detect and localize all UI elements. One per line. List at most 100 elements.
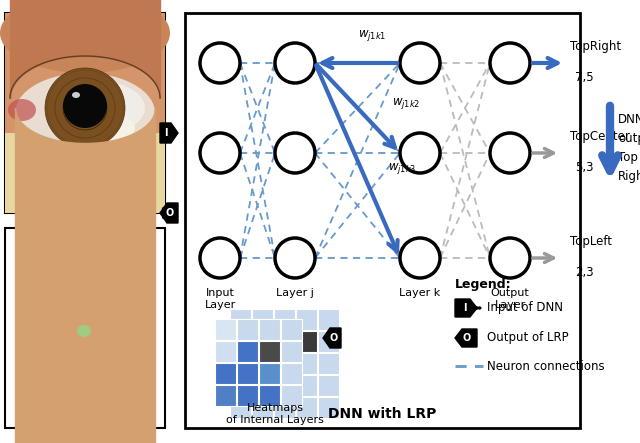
Ellipse shape	[69, 324, 91, 342]
Bar	[274, 375, 295, 396]
Bar	[296, 397, 317, 418]
Bar	[259, 319, 280, 340]
Bar	[252, 331, 273, 352]
Text: I: I	[164, 128, 168, 138]
Text: Layer j: Layer j	[276, 288, 314, 298]
Circle shape	[200, 238, 240, 278]
Bar	[215, 319, 236, 340]
Bar	[274, 353, 295, 374]
Text: 2,3: 2,3	[575, 266, 594, 279]
Bar	[296, 375, 317, 396]
Text: Legend:: Legend:	[455, 278, 511, 291]
FancyBboxPatch shape	[5, 133, 165, 213]
Bar	[296, 309, 317, 330]
Bar	[252, 309, 273, 330]
Text: I: I	[463, 303, 467, 313]
Text: Image to Classify: Image to Classify	[37, 10, 133, 20]
Bar	[259, 341, 280, 362]
Bar	[230, 353, 251, 374]
Bar	[274, 397, 295, 418]
Text: $w_{j1k2}$: $w_{j1k2}$	[392, 96, 421, 110]
Polygon shape	[160, 123, 178, 143]
Polygon shape	[455, 299, 477, 317]
Text: 7,5: 7,5	[575, 71, 594, 84]
Text: O: O	[330, 333, 338, 343]
Bar	[230, 397, 251, 418]
Bar	[252, 353, 273, 374]
Text: Layer k: Layer k	[399, 288, 440, 298]
Bar	[296, 331, 317, 352]
Bar	[215, 363, 236, 384]
Bar	[252, 375, 273, 396]
Circle shape	[490, 133, 530, 173]
FancyBboxPatch shape	[185, 13, 580, 428]
Text: O: O	[463, 333, 471, 343]
Text: DNN with LRP: DNN with LRP	[328, 407, 436, 421]
Bar	[281, 341, 302, 362]
Polygon shape	[323, 328, 341, 348]
Bar	[215, 385, 236, 406]
Bar	[318, 375, 339, 396]
Bar	[237, 319, 258, 340]
Text: Output of LRP: Output of LRP	[487, 331, 568, 345]
Text: TopCenter: TopCenter	[570, 130, 630, 143]
Circle shape	[275, 238, 315, 278]
Text: O: O	[166, 208, 174, 218]
Text: 5,3: 5,3	[575, 161, 593, 174]
Circle shape	[200, 133, 240, 173]
Ellipse shape	[8, 99, 36, 121]
Circle shape	[200, 43, 240, 83]
Ellipse shape	[45, 81, 145, 136]
FancyBboxPatch shape	[5, 228, 165, 428]
Bar	[237, 363, 258, 384]
Circle shape	[63, 84, 107, 128]
Circle shape	[400, 43, 440, 83]
Bar	[281, 319, 302, 340]
Circle shape	[400, 133, 440, 173]
Bar	[318, 331, 339, 352]
Circle shape	[275, 133, 315, 173]
Bar	[259, 385, 280, 406]
Bar	[230, 331, 251, 352]
Bar	[274, 331, 295, 352]
Text: Input of DNN: Input of DNN	[487, 302, 563, 315]
Text: TopRight: TopRight	[570, 40, 621, 53]
Circle shape	[490, 238, 530, 278]
Text: Heatmaps
of Internal Layers: Heatmaps of Internal Layers	[226, 404, 324, 425]
Bar	[318, 309, 339, 330]
Bar	[318, 397, 339, 418]
Circle shape	[490, 43, 530, 83]
Polygon shape	[455, 329, 477, 347]
Ellipse shape	[72, 92, 80, 98]
Ellipse shape	[15, 73, 155, 153]
Bar	[237, 385, 258, 406]
Text: $w_{j1k1}$: $w_{j1k1}$	[358, 28, 387, 43]
Bar	[237, 341, 258, 362]
FancyBboxPatch shape	[5, 13, 165, 213]
Text: Heatmap of Input Layer: Heatmap of Input Layer	[19, 425, 151, 435]
Bar	[230, 309, 251, 330]
Bar	[281, 385, 302, 406]
Circle shape	[400, 238, 440, 278]
Text: TopLeft: TopLeft	[570, 235, 612, 248]
FancyBboxPatch shape	[5, 13, 165, 213]
Ellipse shape	[60, 315, 100, 350]
Bar	[230, 375, 251, 396]
Bar	[215, 341, 236, 362]
Ellipse shape	[75, 113, 135, 143]
Text: Neuron connections: Neuron connections	[487, 360, 605, 373]
Circle shape	[45, 68, 125, 148]
Text: DNN
output:
Top
Right: DNN output: Top Right	[618, 113, 640, 183]
Text: Input
Layer: Input Layer	[204, 288, 236, 310]
Ellipse shape	[77, 325, 91, 337]
Bar	[281, 363, 302, 384]
Ellipse shape	[0, 0, 170, 73]
Bar	[274, 309, 295, 330]
Text: $w_{j1k3}$: $w_{j1k3}$	[387, 160, 416, 175]
Text: Output
Layer: Output Layer	[491, 288, 529, 310]
Bar	[259, 363, 280, 384]
Circle shape	[275, 43, 315, 83]
Bar	[318, 353, 339, 374]
Bar	[296, 353, 317, 374]
Polygon shape	[160, 203, 178, 223]
